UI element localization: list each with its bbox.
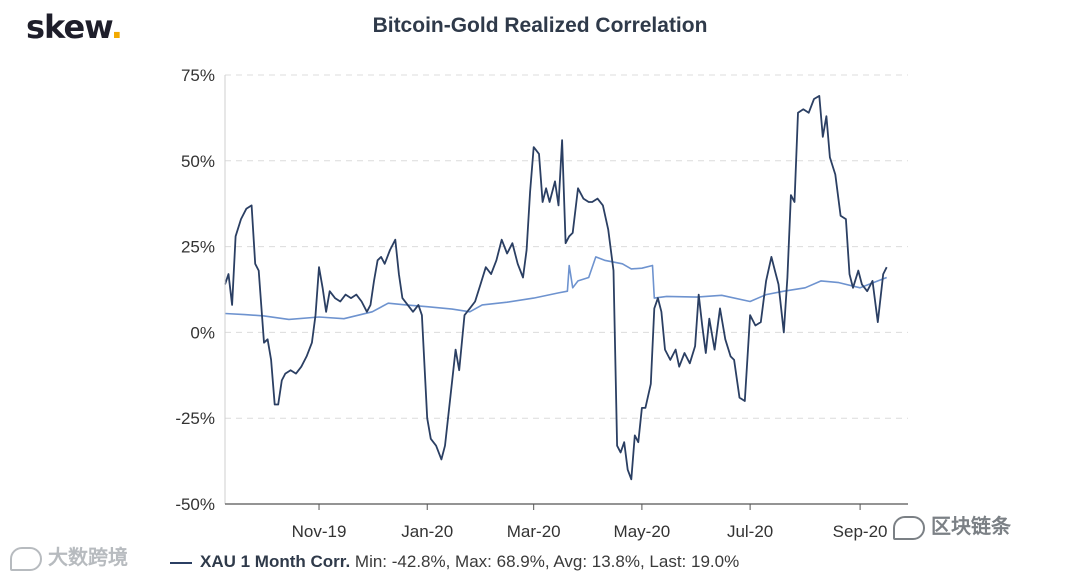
legend-stats: Min: -42.8%, Max: 68.9%, Avg: 13.8%, Las…: [354, 552, 740, 571]
chart-title: Bitcoin-Gold Realized Correlation: [372, 14, 708, 37]
chart-grid: [225, 74, 908, 419]
skew-logo: skew.: [26, 8, 123, 46]
y-axis-ticks: 75% 50% 25% 0% -25% -50%: [175, 66, 215, 514]
x-axis-ticks: Nov-19 Jan-20 Mar-20 May-20 Jul-20 Sep-20: [292, 504, 888, 541]
logo-text: skew: [26, 8, 112, 46]
series-line-xau-corr: [224, 95, 888, 481]
y-tick-label: 0%: [190, 323, 215, 342]
series-line-avg: [224, 256, 887, 321]
watermark-left: 大数跨境: [10, 541, 128, 571]
x-tick-label: Jul-20: [727, 522, 773, 541]
watermark-left-text: 大数跨境: [48, 547, 128, 569]
y-tick-label: 50%: [181, 152, 215, 171]
watermark-logo-icon: [10, 546, 42, 571]
x-tick-label: Sep-20: [833, 522, 888, 541]
y-tick-label: -50%: [175, 495, 215, 514]
logo-dot: .: [110, 8, 123, 46]
x-tick-label: Mar-20: [507, 522, 561, 541]
wechat-icon: [893, 515, 925, 540]
y-tick-label: 25%: [181, 238, 215, 257]
chart-series: [224, 95, 888, 481]
x-tick-label: May-20: [614, 522, 671, 541]
watermark-right: 区块链条: [893, 510, 1011, 540]
x-tick-label: Nov-19: [292, 522, 347, 541]
chart-legend[interactable]: XAU 1 Month Corr. Min: -42.8%, Max: 68.9…: [170, 552, 739, 572]
watermark-right-text: 区块链条: [931, 516, 1011, 538]
legend-swatch: [170, 561, 192, 564]
y-tick-label: 75%: [181, 66, 215, 85]
y-tick-label: -25%: [175, 409, 215, 428]
legend-series-name: XAU 1 Month Corr.: [200, 552, 351, 571]
x-tick-label: Jan-20: [401, 522, 453, 541]
